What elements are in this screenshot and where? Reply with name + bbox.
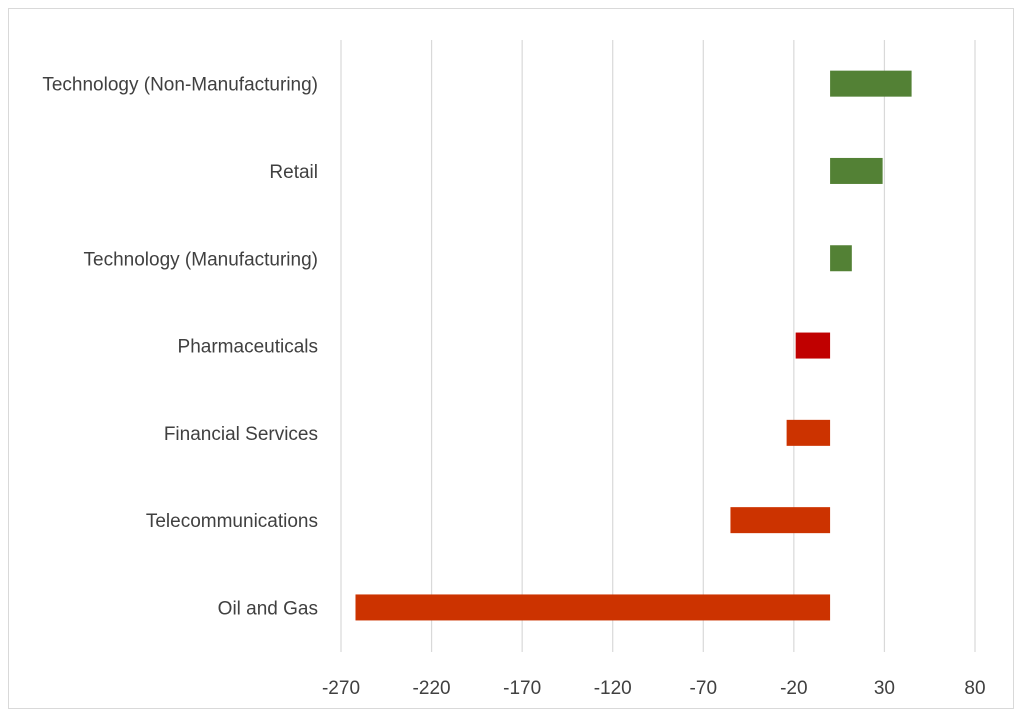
category-label: Retail (269, 162, 318, 183)
category-labels: Technology (Non-Manufacturing) Retail Tech… (42, 75, 318, 620)
category-label: Technology (Manufacturing) (84, 249, 318, 270)
bar-technology-non-manufacturing (830, 70, 912, 97)
x-tick-label: -170 (503, 678, 541, 699)
chart-area (8, 8, 1014, 709)
x-tick-label: 30 (874, 678, 895, 699)
category-label: Pharmaceuticals (178, 337, 318, 358)
bars (355, 70, 912, 621)
x-tick-label: -120 (594, 678, 632, 699)
x-tick-label: 80 (964, 678, 985, 699)
bar-oil-and-gas (355, 594, 831, 621)
x-axis-tick-labels: -270 -220 -170 -120 -70 -20 30 80 (322, 678, 986, 699)
category-label: Financial Services (164, 424, 318, 445)
category-label: Technology (Non-Manufacturing) (42, 75, 318, 96)
x-tick-label: -220 (413, 678, 451, 699)
category-label: Oil and Gas (218, 598, 318, 619)
gridlines (340, 40, 976, 652)
x-tick-label: -20 (780, 678, 807, 699)
bar-technology-manufacturing (830, 245, 852, 272)
bar-retail (830, 157, 883, 184)
bar-financial-services (786, 419, 831, 446)
x-tick-label: -70 (690, 678, 717, 699)
x-tick-label: -270 (322, 678, 360, 699)
category-label: Telecommunications (146, 511, 318, 532)
bar-pharmaceuticals (795, 332, 831, 359)
bar-telecommunications (730, 507, 831, 534)
